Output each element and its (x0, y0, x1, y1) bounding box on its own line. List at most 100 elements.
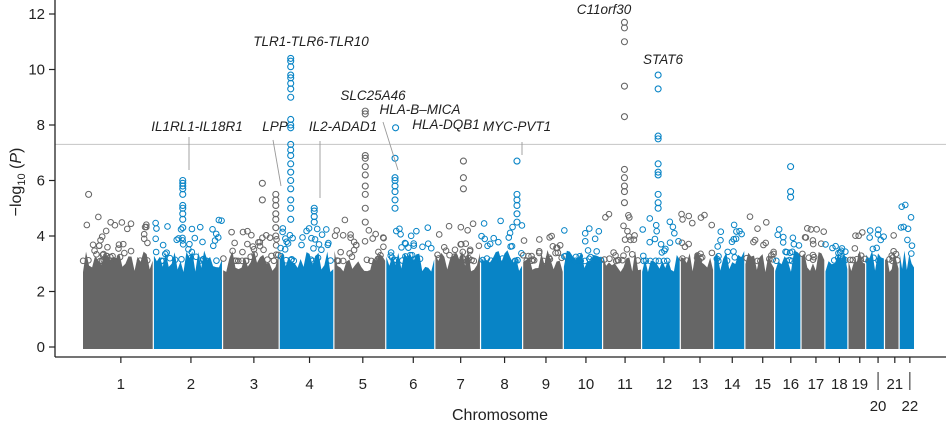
point-chr4 (283, 238, 290, 246)
point-chr5 (352, 241, 360, 249)
x-tick-label: 19 (851, 376, 868, 393)
hit-point-chr8 (513, 201, 521, 210)
point-chr13 (679, 216, 686, 223)
hit-point-chr11 (620, 24, 629, 32)
chromosome-3-bulk (223, 250, 279, 349)
hit-point-chr5 (361, 110, 369, 118)
point-chr1 (93, 251, 100, 258)
point-chr20 (877, 236, 885, 244)
hit-point-chr6 (392, 124, 400, 132)
hit-point-chr5 (361, 154, 369, 162)
hit-point-chr11 (620, 38, 629, 46)
point-chr5 (361, 237, 369, 245)
hit-point-chr4 (310, 218, 318, 226)
point-chr10 (595, 227, 603, 235)
point-chr1 (121, 249, 128, 257)
point-chr16 (779, 239, 787, 246)
point-chr8 (499, 255, 506, 262)
point-chr1 (104, 243, 111, 251)
point-chr6 (416, 255, 424, 263)
point-chr5 (333, 257, 341, 264)
hit-point-chr8 (513, 218, 521, 226)
hit-point-chr7 (459, 174, 467, 182)
point-chr4 (313, 225, 321, 233)
hit-point-chr11 (620, 174, 629, 182)
hit-point-chr4 (287, 196, 295, 204)
point-chr13 (679, 255, 686, 262)
point-chr19 (858, 229, 866, 236)
point-chr11 (621, 236, 629, 243)
point-chr8 (505, 234, 513, 241)
hit-point-chr4 (287, 185, 295, 193)
point-chr4 (298, 241, 305, 249)
point-chr12 (646, 238, 654, 246)
point-chr13 (683, 257, 690, 264)
x-tick-label: 2 (187, 376, 195, 393)
point-chr8 (481, 235, 489, 243)
point-chr7 (445, 222, 453, 230)
chromosome-4-bulk (279, 251, 334, 349)
point-chr4 (309, 257, 316, 265)
point-chr11 (624, 227, 631, 235)
point-chr3 (220, 255, 227, 262)
point-chr7 (464, 226, 471, 234)
hit-point-chr1 (85, 190, 93, 198)
x-tick-label: 15 (754, 376, 771, 393)
point-chr3 (228, 228, 235, 236)
point-chr7 (435, 255, 442, 262)
gene-label: IL1RL1-IL18R1 (151, 119, 243, 134)
point-chr3 (264, 256, 271, 263)
point-chr11 (602, 214, 609, 221)
x-axis-title: Chromosome (452, 407, 548, 424)
point-chr4 (318, 246, 325, 254)
point-chr17 (809, 237, 817, 244)
point-chr2 (161, 250, 169, 258)
gene-label: IL2-ADAD1 (309, 119, 377, 134)
point-chr8 (507, 243, 514, 250)
point-chr7 (470, 257, 478, 265)
hit-point-chr5 (361, 218, 369, 226)
x-tick-label: 8 (500, 376, 508, 393)
point-chr16 (773, 257, 780, 265)
point-chr6 (424, 224, 432, 231)
y-tick-label: 4 (37, 228, 45, 245)
point-chr8 (487, 257, 495, 264)
point-chr1 (127, 247, 135, 255)
point-chr8 (495, 238, 502, 246)
hit-point-chr5 (361, 204, 369, 212)
point-chr22 (902, 201, 909, 209)
point-chr2 (215, 216, 223, 224)
point-chr6 (413, 227, 420, 235)
point-chr9 (556, 241, 564, 249)
point-chr7 (469, 220, 477, 228)
point-chr11 (620, 252, 627, 259)
point-chr21 (890, 232, 897, 239)
point-chr2 (185, 245, 192, 253)
x-tick-label: 10 (578, 376, 595, 393)
point-chr4 (299, 234, 306, 241)
point-chr14 (732, 235, 740, 243)
point-chr10 (581, 237, 589, 245)
point-chr7 (451, 246, 459, 254)
hit-point-chr12 (654, 160, 662, 168)
point-chr20 (875, 226, 882, 234)
chromosome-9-bulk (523, 249, 563, 349)
point-chr6 (401, 239, 409, 247)
point-chr2 (157, 257, 165, 265)
point-chr5 (339, 232, 347, 239)
point-chr7 (457, 241, 464, 248)
point-chr4 (303, 227, 310, 235)
point-chr8 (484, 242, 491, 250)
y-tick-label: 8 (37, 117, 45, 134)
point-chr8 (518, 222, 526, 229)
point-chr19 (846, 256, 854, 264)
x-tick-label: 13 (692, 376, 709, 393)
point-chr1 (79, 257, 87, 265)
point-chr1 (143, 257, 151, 264)
point-chr4 (282, 235, 289, 242)
point-chr19 (852, 232, 859, 239)
point-chr1 (95, 242, 103, 249)
point-chr15 (748, 257, 756, 264)
point-chr3 (231, 239, 238, 247)
point-chr1 (119, 240, 127, 248)
